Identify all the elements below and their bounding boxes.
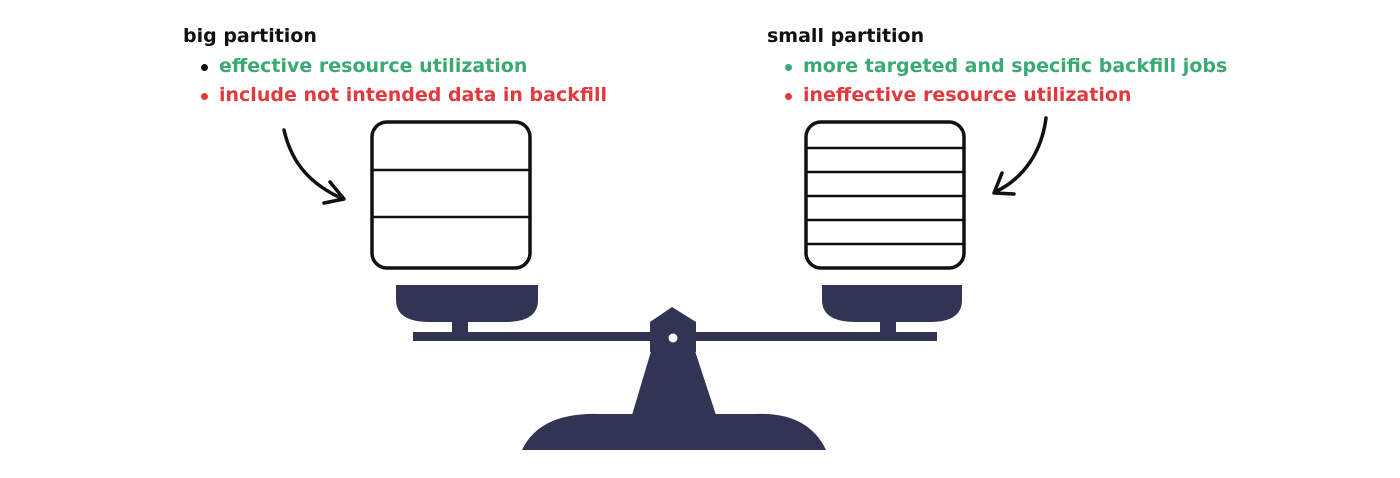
right-arrowhead-icon — [992, 171, 1016, 196]
balance-scale-icon — [396, 285, 962, 450]
small-partition-block: small partition more targeted and specif… — [767, 23, 1227, 110]
big-partition-block: big partition effective resource utiliza… — [183, 23, 607, 110]
left-arrowhead-icon — [322, 180, 346, 205]
scale-base — [522, 413, 826, 450]
right-scale-pan — [822, 285, 962, 322]
right-pan-stem — [880, 320, 896, 333]
small-partition-box — [804, 120, 966, 270]
scale-pivot — [650, 307, 696, 352]
big-partition-box — [370, 120, 532, 270]
big-partition-list: effective resource utilization include n… — [183, 52, 607, 110]
big-partition-con-item: include not intended data in backfill — [201, 81, 607, 110]
small-partition-title: small partition — [767, 25, 925, 47]
scale-stand — [632, 348, 716, 415]
small-partition-pro-item: more targeted and specific backfill jobs — [785, 52, 1227, 81]
left-curved-arrow-icon — [282, 128, 345, 201]
left-scale-pan — [396, 285, 538, 322]
pivot-hole — [668, 333, 678, 343]
big-partition-pro-text: effective resource utilization — [219, 55, 528, 77]
big-partition-title: big partition — [183, 25, 317, 47]
bullet-dot-icon — [201, 64, 208, 71]
bullet-dot-icon — [201, 93, 208, 100]
small-partition-pro-text: more targeted and specific backfill jobs — [803, 55, 1228, 77]
bullet-dot-icon — [785, 93, 792, 100]
big-partition-pro-item: effective resource utilization — [201, 52, 607, 81]
left-pan-stem — [452, 320, 468, 333]
small-partition-con-text: ineffective resource utilization — [803, 84, 1132, 106]
small-partition-list: more targeted and specific backfill jobs… — [767, 52, 1227, 110]
right-curved-arrow-icon — [993, 116, 1048, 194]
big-partition-con-text: include not intended data in backfill — [219, 84, 607, 106]
small-partition-con-item: ineffective resource utilization — [785, 81, 1227, 110]
bullet-dot-icon — [785, 64, 792, 71]
